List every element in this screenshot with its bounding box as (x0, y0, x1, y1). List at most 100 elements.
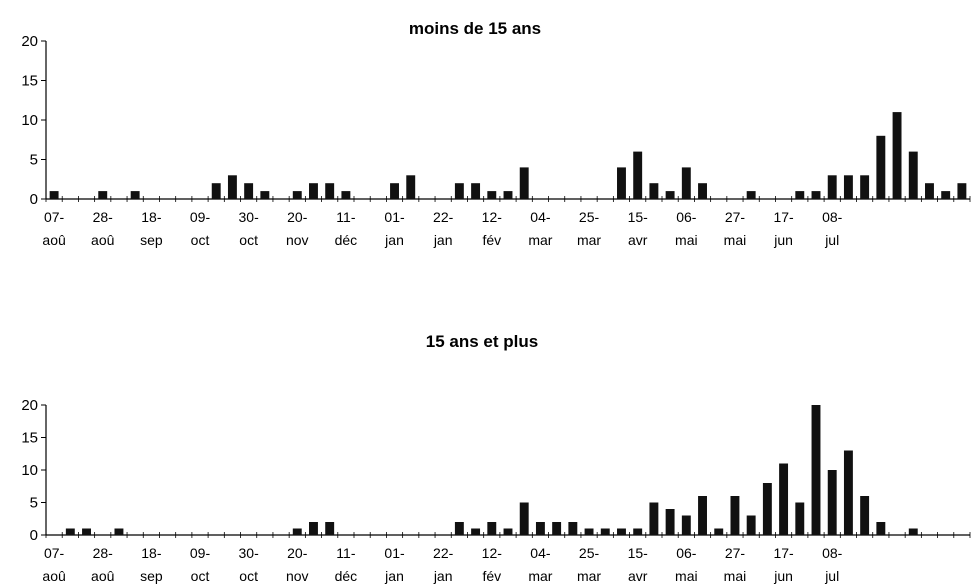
bar (860, 175, 870, 199)
y-tick-label: 0 (30, 527, 38, 544)
bar (82, 528, 91, 535)
bar (390, 183, 399, 199)
bar (260, 191, 270, 199)
bar (454, 183, 464, 199)
bar (633, 528, 643, 535)
x-tick-label: 04- (530, 545, 551, 561)
bar (665, 509, 675, 535)
x-tick-label: aoû (42, 568, 65, 584)
bar (876, 135, 886, 199)
bar (487, 522, 497, 535)
bar (714, 528, 724, 535)
bar (535, 522, 545, 535)
bar (568, 522, 578, 535)
x-tick-label: jun (773, 568, 793, 584)
x-tick-label: aoû (42, 232, 65, 248)
bar (649, 183, 659, 199)
y-tick-label: 20 (21, 397, 38, 414)
y-tick-label: 5 (30, 152, 38, 169)
x-tick-label: 20- (287, 545, 308, 561)
x-tick-label: oct (191, 568, 210, 584)
x-tick-label: mai (675, 568, 698, 584)
bar (471, 183, 481, 199)
bar (681, 515, 691, 535)
x-tick-label: avr (628, 232, 648, 248)
x-tick-label: 28- (93, 209, 114, 225)
x-tick-label: 22- (433, 545, 454, 561)
bar (925, 183, 934, 199)
y-tick-label: 10 (21, 112, 38, 129)
chart-2: 15 ans et plus 0 5 10 15 20 07- aoû 28- aoû 18- sep… (21, 332, 971, 584)
x-tick-label: oct (191, 232, 210, 248)
x-tick-label: sep (140, 232, 163, 248)
x-tick-label: jul (824, 232, 839, 248)
bar (876, 522, 886, 535)
bar (827, 175, 837, 199)
bar (730, 496, 740, 535)
bar (309, 183, 318, 199)
x-tick-label: 04- (530, 209, 551, 225)
y-tick-label: 15 (21, 73, 38, 90)
x-tick-label: jan (384, 232, 404, 248)
x-tick-label: 11- (336, 209, 356, 225)
x-tick-label: sep (140, 568, 163, 584)
bar (617, 528, 626, 535)
bar (681, 167, 691, 199)
bar (908, 151, 918, 199)
x-tick-label: nov (286, 232, 309, 248)
chart-title: moins de 15 ans (409, 19, 541, 38)
bar (584, 528, 594, 535)
y-tick-label: 10 (21, 462, 38, 479)
x-tick-label: 27- (725, 545, 746, 561)
x-tick-label: fév (482, 232, 501, 248)
bar (957, 183, 967, 199)
x-tick-label: 25- (579, 545, 600, 561)
bar (779, 463, 789, 535)
bar (649, 502, 659, 535)
bar (211, 183, 221, 199)
bar (795, 191, 805, 199)
x-tick-label: mar (528, 232, 552, 248)
x-tick-label: mai (724, 568, 747, 584)
chart-1: moins de 15 ans 0 5 10 15 20 07- aoû 28- aoû 18- se… (21, 19, 971, 248)
x-tick-label: fév (482, 568, 501, 584)
bar (503, 528, 513, 535)
x-tick-label: 17- (773, 545, 794, 561)
bar (941, 191, 951, 199)
bar (600, 528, 610, 535)
x-tick-label: aoû (91, 232, 114, 248)
x-tick-label: 07- (44, 545, 65, 561)
bar (698, 496, 707, 535)
x-tick-label: 01- (384, 545, 405, 561)
x-tick-label: mai (675, 232, 698, 248)
bar (130, 191, 140, 199)
bar (552, 522, 562, 535)
bar (98, 191, 108, 199)
x-tick-label: mar (528, 568, 552, 584)
x-tick-label: oct (239, 568, 258, 584)
x-tick-label: 20- (287, 209, 308, 225)
x-tick-label: jun (773, 232, 793, 248)
bar (519, 167, 529, 199)
x-tick-label: déc (335, 568, 358, 584)
bar (325, 183, 335, 199)
x-tick-label: 30- (239, 209, 260, 225)
bar (309, 522, 318, 535)
bar (746, 515, 756, 535)
bar (827, 470, 837, 535)
bar (746, 191, 756, 199)
x-tick-label: mar (577, 232, 601, 248)
x-tick-label: 09- (190, 209, 211, 225)
bar (292, 191, 302, 199)
bar (860, 496, 870, 535)
bar (908, 528, 918, 535)
chart-title: 15 ans et plus (426, 332, 538, 351)
x-tick-label: 18- (141, 209, 162, 225)
x-tick-label: 22- (433, 209, 454, 225)
x-tick-label: 12- (482, 209, 503, 225)
bar (892, 112, 902, 199)
bar (49, 191, 59, 199)
x-tick-label: oct (239, 232, 258, 248)
bar (843, 175, 853, 199)
bar (795, 502, 805, 535)
